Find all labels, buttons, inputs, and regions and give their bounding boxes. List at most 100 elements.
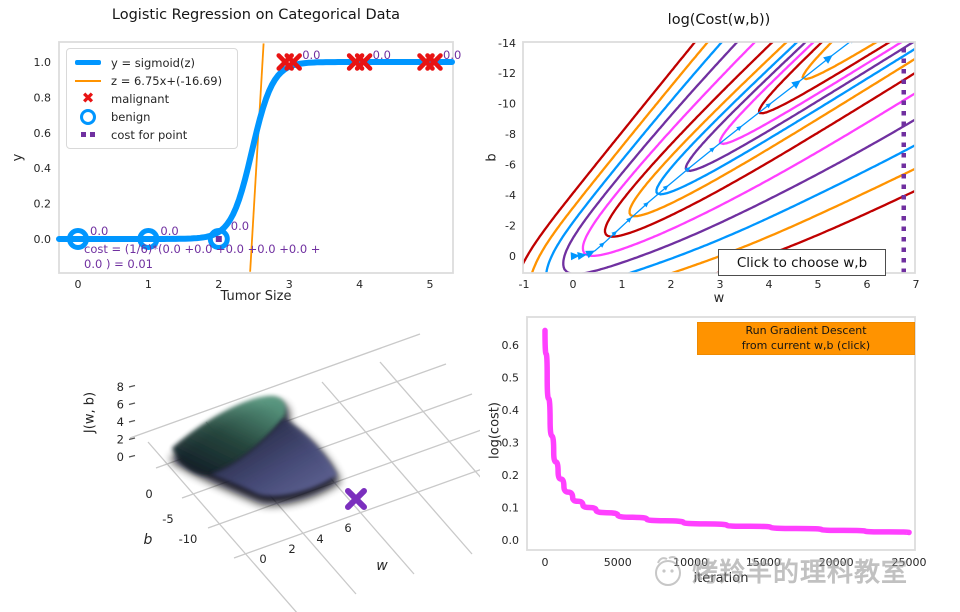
legend-item-cost-for-point: cost for point	[73, 127, 229, 142]
benign-marker	[67, 228, 89, 250]
x-tick-label: 1	[619, 278, 626, 291]
contour-layer	[523, 42, 915, 273]
benign-marker	[207, 228, 230, 250]
y-tick-label: 1.0	[34, 56, 52, 69]
run-gradient-descent-button[interactable]: Run Gradient Descent from current w,b (c…	[697, 322, 915, 355]
sigmoid-fit-plot: 0 1 2 3 4 5 0.0 0.2 0.4 0.6 0.8 1.0 0.0 0.0 0.0 0.0 0.0 0…	[34, 41, 461, 291]
gradient-arrowhead	[765, 102, 772, 109]
gradient-arrowhead	[570, 252, 580, 261]
z-tick	[128, 402, 136, 406]
z-tick-label: 4	[117, 415, 124, 429]
surface-plot-zlabel: J(w, b)	[82, 391, 98, 434]
gradient-arrowhead	[823, 54, 833, 64]
x-tick-label: 0	[542, 556, 549, 569]
gradient-arrowhead	[662, 185, 669, 191]
grid3d-line	[321, 381, 473, 555]
cost-point-marker	[215, 236, 222, 242]
x-tick-label: 1	[145, 278, 152, 291]
y-tick-label: -6	[505, 159, 516, 172]
cost-history-xlabel: iteration	[693, 571, 749, 586]
gradient-descent-path	[573, 42, 851, 257]
y-tick-label: 0	[509, 250, 516, 263]
y-tick-label: -4	[505, 189, 516, 202]
thick-blue-line-icon	[73, 60, 103, 65]
thin-orange-line-icon	[73, 79, 103, 82]
surface-plot-ylabel: b	[143, 532, 153, 548]
z-line	[249, 43, 265, 272]
contour-plot-xlabel: w	[713, 291, 725, 306]
contour-plot-ylabel: b	[484, 153, 500, 162]
y-tick-label: -14	[498, 37, 516, 50]
contour-line	[581, 42, 915, 258]
surface-lower-wing	[211, 418, 337, 497]
chosen-point-marker	[345, 488, 367, 510]
cost-history-ylabel: log(cost)	[487, 402, 503, 459]
contour-line	[562, 42, 915, 273]
x-tick-label: 2	[668, 278, 675, 291]
gradient-arrowhead	[611, 230, 618, 237]
contour-line	[603, 42, 915, 238]
x-tick-label: 4	[766, 278, 773, 291]
contour-line	[757, 42, 892, 115]
y-tick-label: 0.4	[34, 162, 52, 175]
y-tick-label: 0.6	[502, 339, 520, 352]
surface-plot-xlabel: w	[376, 558, 388, 574]
axes-frame	[526, 316, 916, 551]
contour-line	[545, 42, 915, 273]
gradient-arrowhead	[684, 166, 691, 173]
y-tick-label: 0.6	[34, 127, 52, 140]
sigmoid-plot-legend: y = sigmoid(z) z = 6.75x+(-16.69) ✖ mali…	[66, 48, 238, 149]
sigmoid-plot-ylabel: y	[10, 153, 26, 162]
y-tick-label: 0.2	[34, 198, 52, 211]
contour-line	[718, 42, 904, 146]
x-tick-label: 7	[913, 278, 920, 291]
sigmoid-curve	[56, 59, 455, 242]
contour-line	[684, 42, 915, 173]
b-tick-label: 0	[145, 487, 152, 501]
x-tick-label: 15000	[746, 556, 781, 569]
sigmoid-plot-title: Logistic Regression on Categorical Data	[111, 7, 401, 23]
x-tick-label: 3	[717, 278, 724, 291]
x-tick-label: 25000	[892, 556, 927, 569]
y-tick-label: 0.4	[502, 404, 520, 417]
x-tick-label: 20000	[819, 556, 854, 569]
cost-surface-3d-plot: 8 6 4 2 0 0 -5 -10 0 2 4 6	[117, 333, 480, 612]
sigmoid-plot-xlabel: Tumor Size	[220, 289, 292, 304]
x-tick-label: 2	[215, 278, 222, 291]
z-tick-label: 0	[117, 450, 124, 464]
point-cost-label: 0.0	[373, 48, 391, 62]
x-tick-label: 10000	[673, 556, 708, 569]
contour-line	[655, 42, 915, 196]
grid3d-line	[379, 361, 480, 478]
gradient-arrowhead	[736, 125, 743, 132]
z-tick	[128, 437, 136, 441]
y-tick-label: 0.5	[502, 372, 520, 385]
gradient-arrowhead	[585, 250, 596, 259]
cost-history-plot: 0.0 0.1 0.2 0.3 0.4 0.5 0.6 0 5000 10000 15000 2000…	[502, 316, 927, 569]
contour-plot-title: log(Cost(w,b))	[667, 12, 771, 28]
contour-line	[801, 42, 879, 81]
b-tick-label: -10	[179, 532, 198, 546]
x-tick-label: 5	[815, 278, 822, 291]
legend-item-sigmoid: y = sigmoid(z)	[73, 55, 229, 70]
point-cost-label: 0.0	[302, 48, 320, 62]
surface-upper-wing	[172, 396, 286, 475]
x-tick-label: 4	[356, 278, 363, 291]
b-tick-label: -5	[162, 512, 173, 526]
z-tick-label: 8	[117, 380, 124, 394]
y-tick-label: 0.2	[502, 469, 520, 482]
point-cost-label: 0.0	[90, 224, 108, 238]
y-tick-label: -8	[505, 128, 516, 141]
benign-marker	[137, 228, 160, 250]
y-tick-label: 0.1	[502, 502, 520, 515]
x-tick-label: 0	[570, 278, 577, 291]
purple-squares-icon	[73, 132, 103, 137]
x-tick-label: 5	[427, 278, 434, 291]
axes-frame	[58, 41, 454, 274]
y-tick-label: -12	[498, 67, 516, 80]
gradient-arrowhead	[599, 242, 605, 248]
x-tick-label: 0	[75, 278, 82, 291]
y-tick-label: 0.0	[34, 233, 52, 246]
x-tick-label: 3	[286, 278, 293, 291]
